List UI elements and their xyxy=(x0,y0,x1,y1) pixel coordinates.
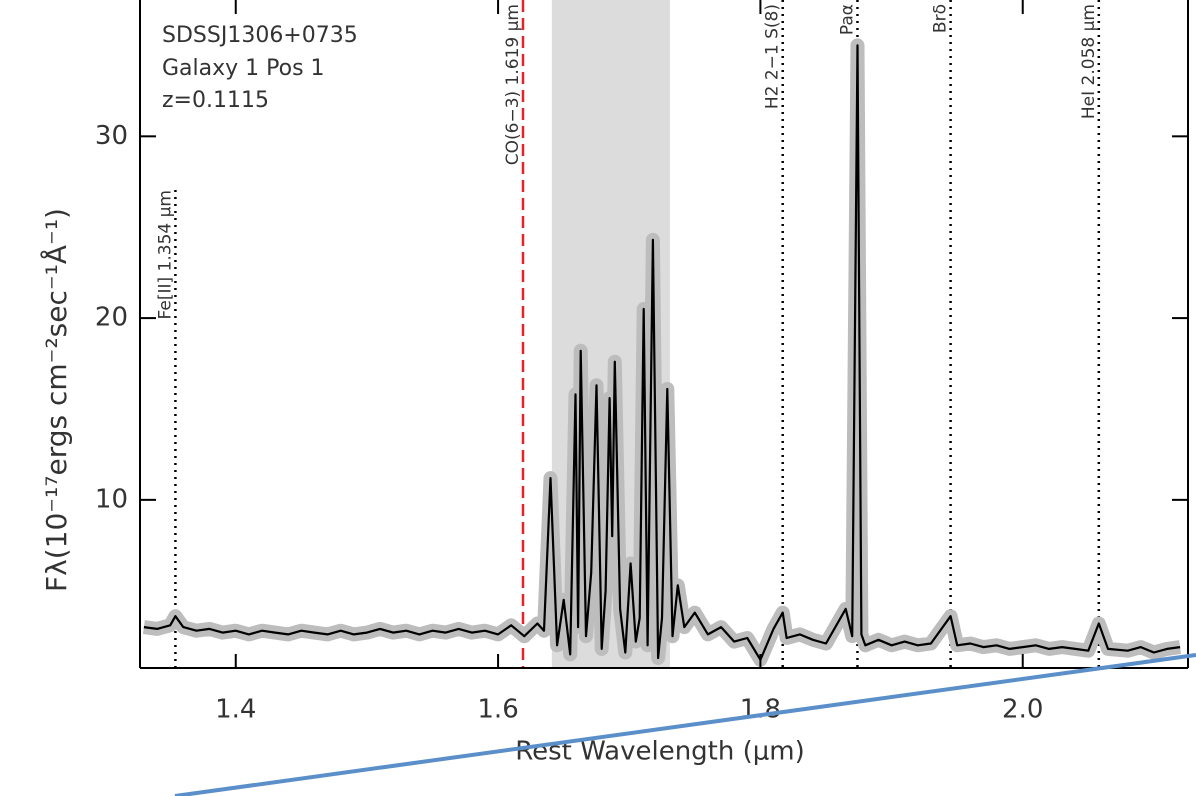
marker-label: Brδ xyxy=(931,4,951,33)
x-tick-label: 1.4 xyxy=(215,695,256,725)
annotation: SDSSJ1306+0735 xyxy=(162,23,358,48)
marker-label: HeI 2.058 μm xyxy=(1079,4,1099,119)
annotation: Galaxy 1 Pos 1 xyxy=(162,56,325,81)
spectrum-line xyxy=(143,44,1181,661)
y-tick-label: 20 xyxy=(95,303,128,333)
annotation: z=0.1115 xyxy=(162,88,269,113)
y-tick-label: 10 xyxy=(95,484,128,514)
y-axis-label: Fλ(10⁻¹⁷ergs cm⁻²sec⁻¹Å⁻¹) xyxy=(39,208,73,592)
x-tick-label: 2.0 xyxy=(1002,695,1043,725)
marker-label: Fe[II] 1.354 μm xyxy=(155,190,175,319)
x-tick-label: 1.6 xyxy=(477,695,518,725)
marker-label: Paα xyxy=(837,4,857,35)
plot: Fe[II] 1.354 μm CO(6−3) 1.619 μm H2 2−1 S(… xyxy=(95,0,1189,725)
marker-label: H2 2−1 S(8) xyxy=(763,4,783,109)
x-tick-label: 1.8 xyxy=(740,695,781,725)
marker-label: CO(6−3) 1.619 μm xyxy=(503,4,523,165)
y-tick-label: 30 xyxy=(95,121,128,151)
overlay-line xyxy=(174,653,1196,796)
